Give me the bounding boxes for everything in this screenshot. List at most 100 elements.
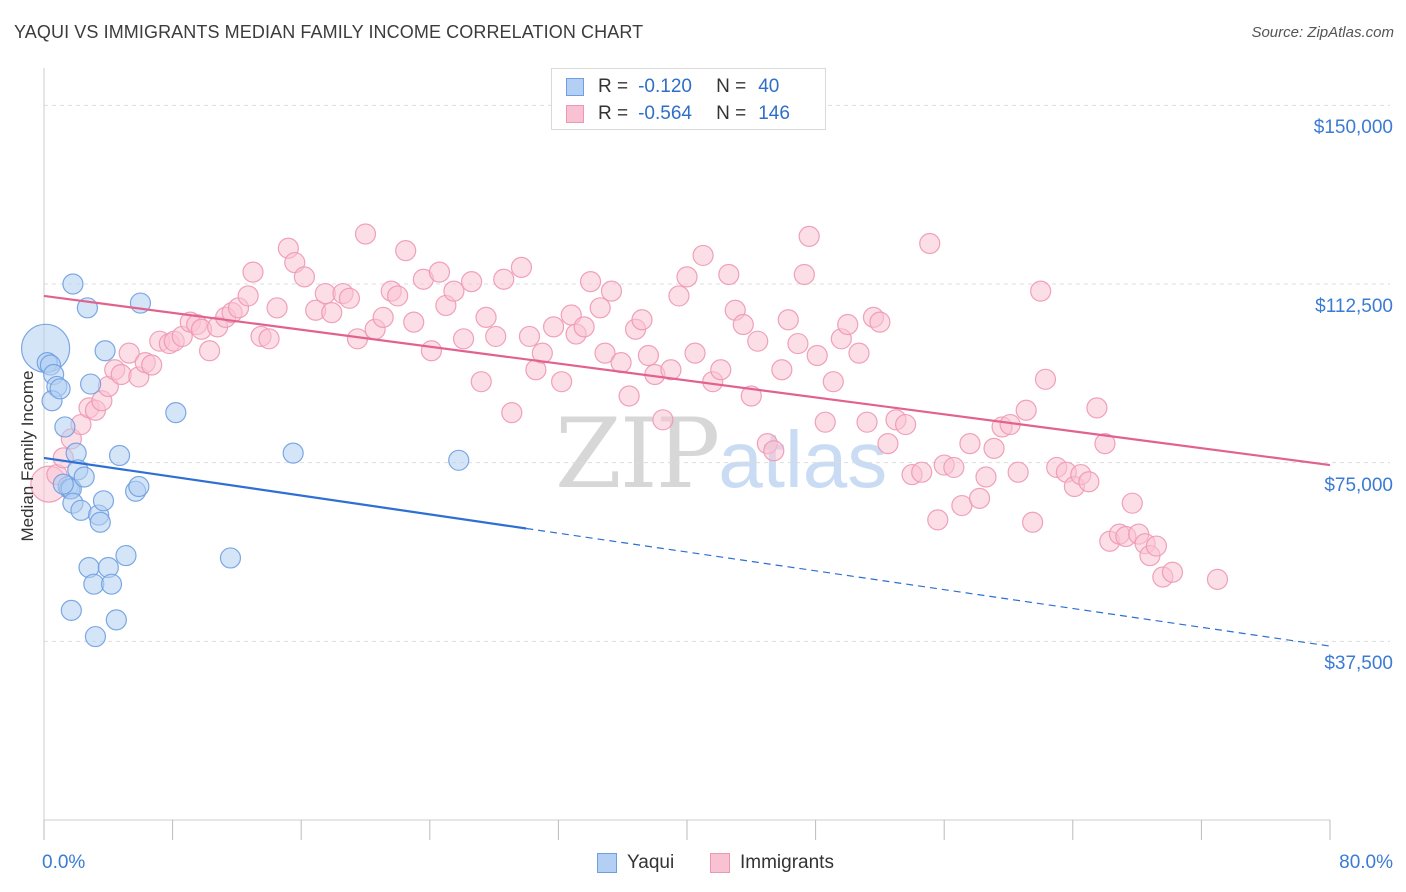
immigrants-point [919,232,941,255]
immigrants-point [763,440,785,462]
trend-lines [43,294,1331,647]
immigrants-point [141,354,163,376]
yaqui-trend-extension [526,527,1331,647]
yaqui-point [115,544,137,567]
immigrants-point [1161,561,1184,583]
immigrants-point [493,268,515,290]
yaqui-point [73,466,95,488]
immigrants-points [30,223,1229,591]
immigrants-point [594,342,616,364]
legend-label-yaqui: Yaqui [627,852,675,873]
immigrants-point [387,285,409,307]
immigrants-point [460,271,483,293]
immigrants-point [1078,471,1100,493]
y-axis-label: Median Family Income [18,370,37,542]
immigrants-swatch [710,853,730,873]
yaqui-swatch [566,78,584,96]
immigrants-point [710,359,732,381]
immigrants-point [589,297,611,319]
immigrants-swatch [566,105,584,123]
immigrants-point [1015,399,1037,421]
immigrants-point [660,359,682,381]
immigrants-point [321,301,343,324]
immigrants-point [793,263,815,286]
immigrants-point [676,266,698,288]
legend-item-yaqui[interactable]: Yaqui [597,852,674,874]
immigrants-point [1121,492,1143,514]
immigrants-point [237,285,259,307]
yaqui-point [105,609,127,631]
n-value: 40 [758,76,780,97]
immigrants-point [1206,568,1229,591]
yaqui-trend-line [43,456,527,530]
immigrants-point [485,325,507,348]
immigrants-point [470,371,492,393]
immigrants-point [895,413,917,436]
immigrants-point [771,359,793,381]
immigrants-point [198,340,221,362]
immigrants-point [531,342,553,364]
r-label: R = [598,76,629,97]
immigrants-point [983,437,1005,459]
yaqui-point [62,273,84,295]
immigrants-point [968,487,991,510]
immigrants-point [428,261,451,283]
yaqui-point [52,473,74,495]
immigrants-point [1086,397,1108,419]
immigrants-point [943,456,965,479]
immigrants-point [551,371,573,393]
immigrants-point [403,311,425,333]
immigrants-point [877,433,899,455]
immigrants-point [798,225,820,247]
legend-row-yaqui: R = -0.120 N = 40 [566,75,779,99]
yaqui-point [282,442,304,464]
watermark: ZIPatlas [555,398,887,510]
legend-row-immigrants: R = -0.564 N = 146 [566,102,790,126]
immigrants-point [600,280,623,302]
immigrants-point [420,340,443,362]
immigrants-point [684,342,706,364]
y-tick-label: $112,500 [1315,296,1393,317]
immigrants-point [1030,280,1052,302]
y-tick-label: $37,500 [1324,653,1393,675]
yaqui-point [60,599,82,621]
immigrants-point [618,385,640,407]
immigrants-point [1022,511,1044,533]
immigrants-point [822,371,844,393]
immigrants-point [668,285,690,307]
n-label: N = [716,103,747,124]
immigrants-point [452,328,475,350]
immigrants-point [837,313,859,336]
immigrants-point [1145,535,1167,557]
yaqui-point [108,444,131,467]
immigrants-point [579,271,602,293]
yaqui-swatch [597,853,617,873]
immigrants-point [443,280,465,302]
x-tick-min: 0.0% [42,852,86,873]
immigrants-point [338,287,361,309]
yaqui-point [89,511,111,533]
immigrants-point [806,344,828,367]
immigrants-point [951,494,973,517]
immigrants-point [747,330,769,352]
immigrants-point [869,311,891,333]
r-label: R = [598,103,629,124]
yaqui-point [49,378,71,400]
immigrants-point [372,306,394,328]
immigrants-point [501,402,523,424]
series-legend: Yaqui Immigrants [0,852,1406,878]
r-value: -0.564 [638,103,692,124]
immigrants-point [110,363,132,386]
immigrants-point [475,306,497,328]
immigrants-point [518,325,541,348]
yaqui-point [165,402,187,424]
yaqui-point [219,547,242,569]
x-tick-max: 80.0% [1339,852,1393,873]
immigrants-point [542,316,565,338]
immigrants-point [777,309,799,331]
immigrants-point [314,282,336,305]
immigrants-point [1034,368,1057,390]
legend-item-immigrants[interactable]: Immigrants [710,852,834,874]
immigrants-point [959,433,981,455]
